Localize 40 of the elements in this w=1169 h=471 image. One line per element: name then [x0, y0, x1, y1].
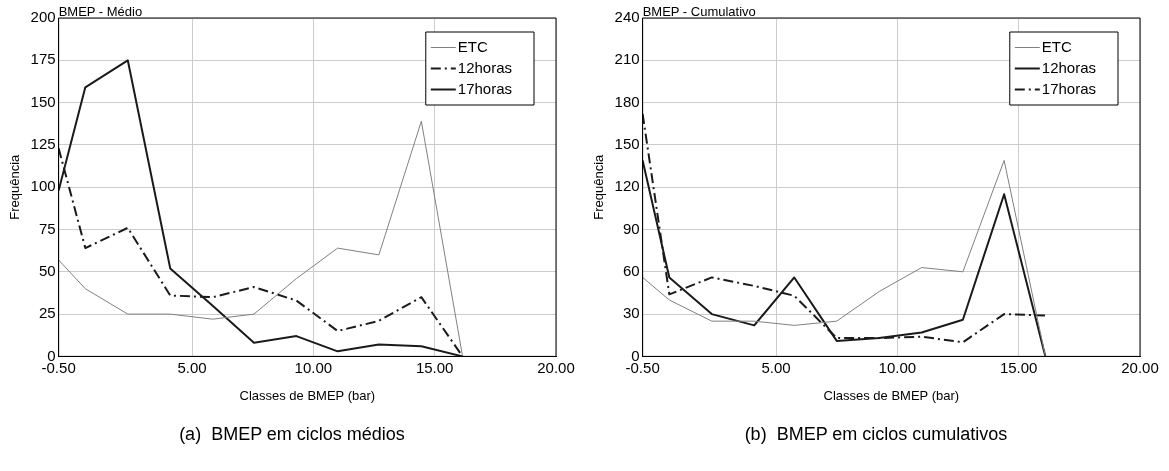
y-tick-label: 25	[38, 304, 56, 322]
y-tick-label: 150	[614, 135, 640, 153]
x-tick-label: 10.00	[294, 358, 333, 376]
x-tick-label: 15.00	[415, 358, 454, 376]
y-tick-label: 240	[614, 8, 640, 26]
x-tick-label: 5.00	[761, 358, 791, 376]
y-tick-label: 50	[38, 261, 56, 279]
legend-label: ETC	[1041, 37, 1072, 55]
y-axis-title: Frequência	[7, 153, 23, 220]
legend-label: ETC	[457, 37, 488, 55]
y-tick-label: 150	[30, 92, 56, 110]
text: (b) BMEP em ciclos cumulativos	[744, 424, 1008, 445]
x-axis-title: Classes de BMEP (bar)	[823, 387, 960, 403]
x-tick-label: 15.00	[999, 358, 1038, 376]
y-tick-label: 90	[622, 219, 640, 237]
legend-label: 17horas	[1041, 79, 1097, 97]
x-tick-label: 10.00	[878, 358, 917, 376]
y-tick-label: 0	[631, 346, 640, 364]
y-tick-label: 200	[30, 8, 56, 26]
y-tick-label: 175	[30, 50, 56, 68]
legend-label: 12horas	[1041, 58, 1097, 76]
y-tick-label: 30	[622, 304, 640, 322]
legend-label: 12horas	[457, 58, 513, 76]
x-axis-title: Classes de BMEP (bar)	[239, 387, 376, 403]
chart-title: BMEP - Médio	[58, 4, 143, 20]
text: (a) BMEP em ciclos médios	[179, 424, 405, 445]
x-tick-label: 20.00	[537, 358, 575, 376]
y-tick-label: 100	[30, 177, 56, 195]
y-tick-label: 75	[38, 219, 56, 237]
x-tick-label: 5.00	[177, 358, 207, 376]
y-tick-label: 180	[614, 92, 640, 110]
y-tick-label: 125	[30, 135, 56, 153]
legend-label: 17horas	[457, 79, 513, 97]
x-tick-label: 20.00	[1121, 358, 1159, 376]
chart-title: BMEP - Cumulativo	[642, 4, 756, 20]
y-tick-label: 210	[614, 50, 640, 68]
y-axis-title: Frequência	[591, 153, 607, 220]
y-tick-label: 0	[47, 346, 56, 364]
y-tick-label: 120	[614, 177, 640, 195]
y-tick-label: 60	[622, 261, 640, 279]
